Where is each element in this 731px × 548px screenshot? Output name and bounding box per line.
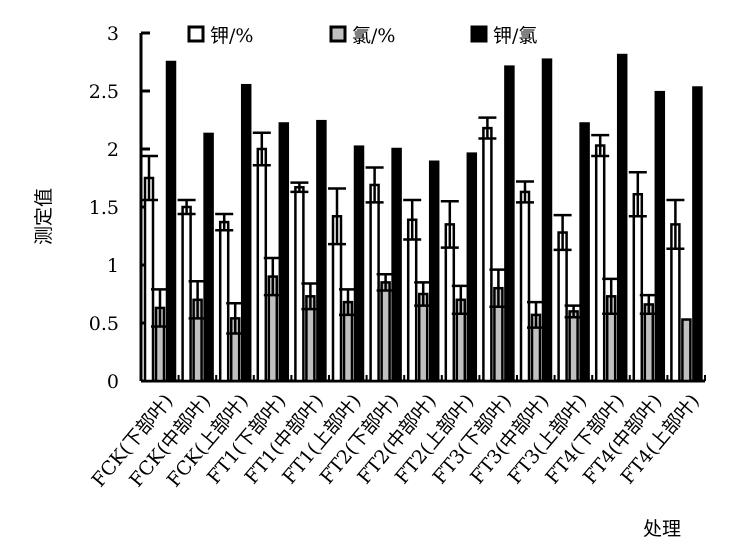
bar-ratio (240, 83, 252, 383)
y-tick-label: 0.5 (89, 313, 119, 335)
bar-ratio (579, 122, 590, 383)
bar-ratio (504, 65, 515, 383)
bar-cl (568, 310, 579, 383)
bar-ratio (692, 86, 703, 383)
error-bars-layer (140, 116, 685, 335)
bar-k (482, 126, 493, 383)
bar-cl (643, 303, 655, 383)
bar-ratio (353, 145, 365, 383)
bar-ratio (541, 58, 553, 383)
bar-k (218, 220, 230, 383)
y-tick-label: 1.5 (89, 197, 119, 219)
bar-ratio (165, 60, 177, 383)
bars-layer (143, 53, 703, 383)
legend-swatch (187, 25, 205, 43)
bar-k (369, 183, 380, 383)
bar-ratio (466, 152, 478, 383)
legend-swatch (329, 25, 347, 43)
bar-ratio (278, 122, 290, 383)
bar-k (632, 192, 644, 383)
bar-ratio (203, 132, 214, 383)
legend-label: 钾/% (210, 25, 253, 47)
bar-k (143, 176, 155, 383)
bar-ratio (428, 160, 440, 383)
bar-k (519, 190, 531, 383)
legend-swatch (470, 25, 488, 43)
x-tick-labels: FCK(下部叶)FCK(中部叶)FCK(上部叶)FT1(下部叶)FT1(中部叶)… (88, 390, 704, 491)
bar-ratio (391, 147, 402, 383)
bar-cl (380, 281, 391, 383)
bar-k (594, 144, 606, 383)
legend: 钾/% 氯/% 钾/氯 (187, 25, 537, 47)
y-tick-label: 0 (107, 371, 119, 393)
bar-cl (417, 292, 429, 383)
bar-ratio (316, 119, 327, 383)
y-tick-label: 2.5 (89, 81, 119, 103)
bar-ratio (654, 90, 666, 383)
bar-ratio (616, 53, 628, 383)
bar-k (256, 147, 268, 383)
legend-label: 钾/氯 (493, 25, 537, 47)
y-axis-label: 测定值 (33, 188, 55, 245)
legend-label: 氯/% (352, 25, 395, 47)
bar-cl (681, 318, 692, 383)
y-tick-label: 3 (107, 23, 119, 45)
bar-k (406, 218, 418, 383)
bar-k (181, 205, 192, 383)
y-tick-label: 1 (107, 255, 119, 277)
y-tick-label: 2 (107, 139, 119, 161)
x-axis-label: 处理 (643, 518, 681, 540)
